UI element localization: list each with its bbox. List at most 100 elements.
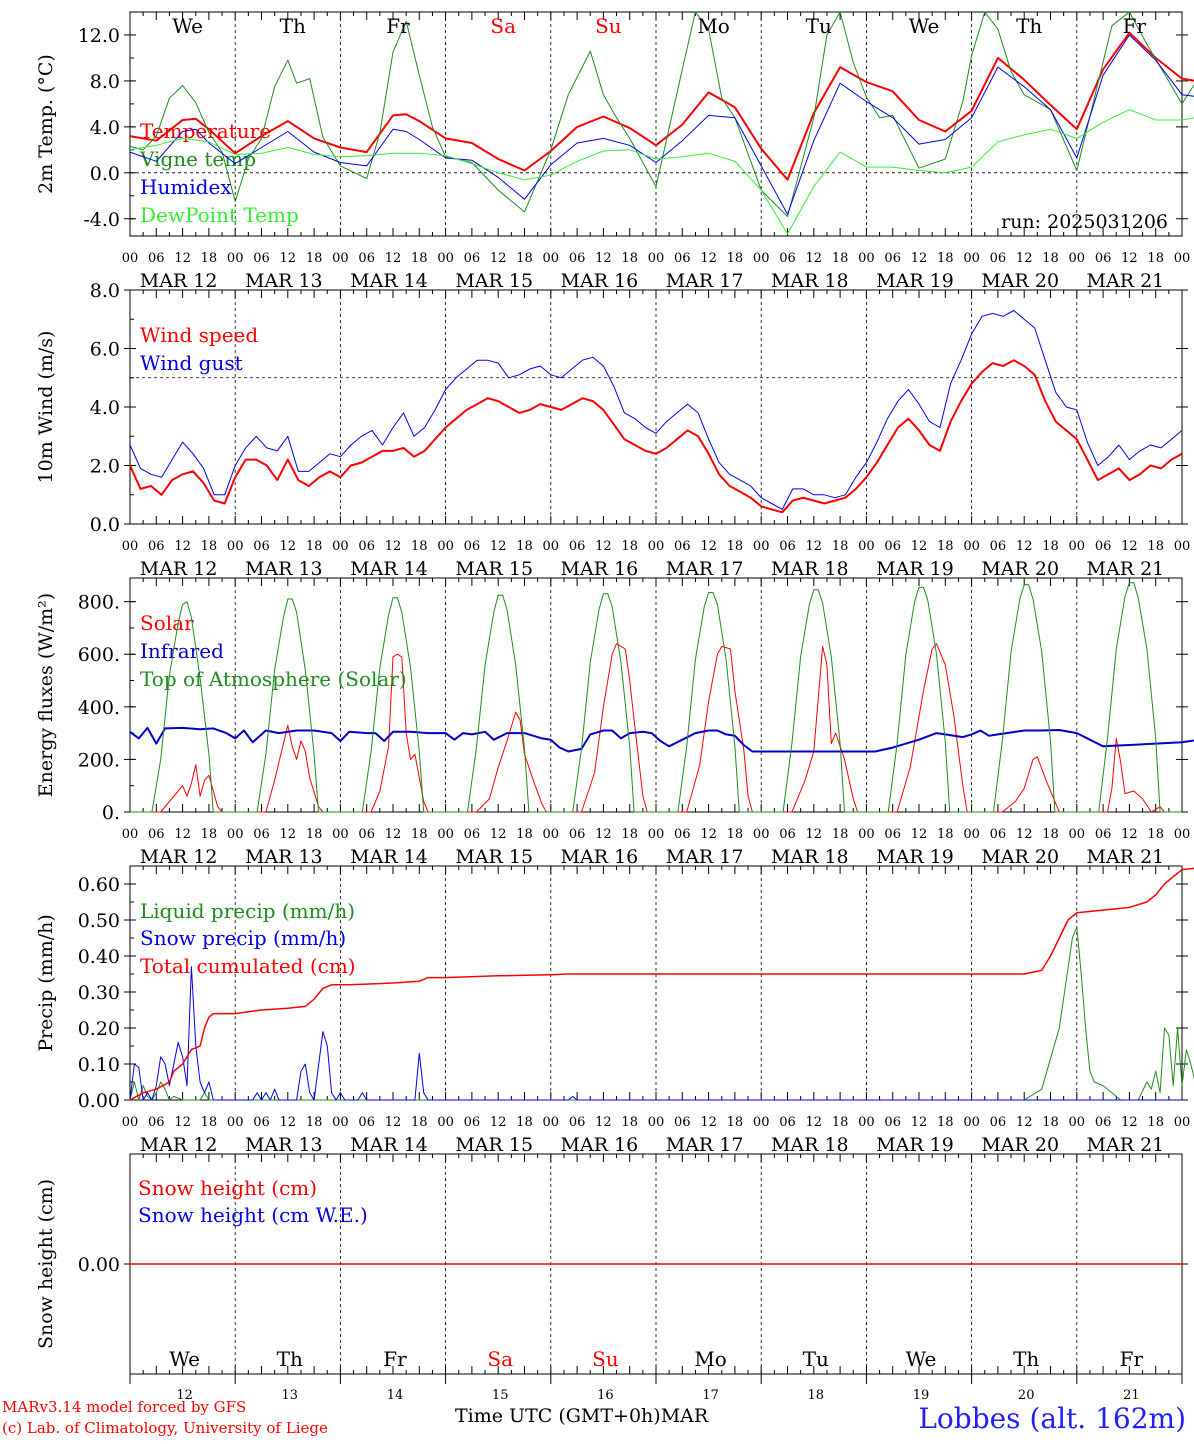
weekday-label: Sa <box>490 14 516 38</box>
hour-tick-label: 18 <box>621 827 638 842</box>
hour-tick-label: 18 <box>201 539 218 554</box>
hour-tick-label: 12 <box>911 251 928 266</box>
hour-tick-label: 06 <box>569 1115 586 1130</box>
hour-tick-label: 12 <box>174 1115 191 1130</box>
series-line-1-2 <box>129 11 1194 217</box>
weekday-label: Fr <box>386 14 410 38</box>
date-label: MAR 21 <box>1087 558 1165 580</box>
hour-tick-label: 12 <box>174 251 191 266</box>
hour-tick-label: 18 <box>937 251 954 266</box>
date-label: MAR 21 <box>1087 1134 1165 1156</box>
y-tick-label: 0.50 <box>78 910 120 932</box>
legend-entry: Solar <box>140 611 194 635</box>
y-tick-label: -4.0 <box>83 209 120 231</box>
hour-tick-label: 00 <box>122 539 139 554</box>
y-axis-label: 2m Temp. (°C) <box>35 54 57 194</box>
hour-tick-label: 06 <box>148 539 165 554</box>
hour-tick-label: 18 <box>937 539 954 554</box>
hour-tick-label: 12 <box>700 539 717 554</box>
date-label: MAR 19 <box>876 558 954 580</box>
date-label: MAR 15 <box>455 558 533 580</box>
hour-tick-label: 18 <box>306 539 323 554</box>
hour-tick-label: 18 <box>411 539 428 554</box>
hour-tick-label: 18 <box>411 251 428 266</box>
series-line-1-1 <box>129 31 1194 181</box>
hour-tick-label: 12 <box>1121 251 1138 266</box>
hour-tick-label: 18 <box>832 827 849 842</box>
weekday-label: Th <box>1016 14 1042 38</box>
hour-tick-label: 18 <box>727 251 744 266</box>
y-tick-label: 8.0 <box>90 71 120 93</box>
weekday-label: Su <box>592 1347 619 1371</box>
weekday-label: Sa <box>487 1347 513 1371</box>
hour-tick-label: 00 <box>227 827 244 842</box>
hour-tick-label: 00 <box>122 251 139 266</box>
hour-tick-label: 12 <box>280 827 297 842</box>
hour-tick-label: 12 <box>1121 827 1138 842</box>
hour-tick-label: 12 <box>1121 539 1138 554</box>
y-tick-label: 400. <box>78 697 120 719</box>
date-label: MAR 17 <box>666 1134 744 1156</box>
weekday-label: Fr <box>1123 14 1147 38</box>
y-tick-label: 8.0 <box>90 280 120 302</box>
y-axis-label: Snow height (cm) <box>35 1179 57 1349</box>
y-tick-label: 0.00 <box>78 1254 120 1276</box>
hour-tick-label: 12 <box>700 251 717 266</box>
y-tick-label: 200. <box>78 749 120 771</box>
date-label: MAR 13 <box>245 1134 323 1156</box>
hour-tick-label: 06 <box>569 251 586 266</box>
hour-tick-label: 00 <box>963 827 980 842</box>
hour-tick-label: 06 <box>569 827 586 842</box>
hour-tick-label: 00 <box>1174 539 1191 554</box>
y-tick-label: 0.20 <box>78 1018 120 1040</box>
series-line-3-2 <box>129 726 1194 753</box>
hour-tick-label: 12 <box>911 539 928 554</box>
y-tick-label: 2.0 <box>90 456 120 478</box>
hour-tick-label: 06 <box>358 1115 375 1130</box>
hour-tick-label: 06 <box>358 827 375 842</box>
y-tick-label: 0. <box>102 802 120 824</box>
station-name: Lobbes (alt. 162m) <box>918 1402 1186 1435</box>
legend-entry: Top of Atmosphere (Solar) <box>140 667 407 691</box>
y-tick-label: 600. <box>78 644 120 666</box>
hour-tick-label: 00 <box>753 827 770 842</box>
hour-tick-label: 06 <box>884 539 901 554</box>
hour-tick-label: 00 <box>122 827 139 842</box>
run-label: run: 2025031206 <box>1001 211 1168 233</box>
hour-tick-label: 00 <box>437 539 454 554</box>
weekday-label: We <box>909 14 940 38</box>
date-label: MAR 14 <box>350 270 428 292</box>
date-label: MAR 14 <box>350 1134 428 1156</box>
series-line-2-2 <box>129 310 1183 510</box>
date-label: MAR 21 <box>1087 846 1165 868</box>
y-axis-label: 10m Wind (m/s) <box>35 331 57 484</box>
panel-5: 0.00 Snow height (cm) Snow height (cm) Snow… <box>35 1153 1188 1403</box>
weekday-label: Th <box>277 1347 303 1371</box>
weekday-label: Tu <box>803 1347 829 1371</box>
y-tick-label: 0.00 <box>78 1090 120 1112</box>
hour-tick-label: 06 <box>464 539 481 554</box>
hour-tick-label: 12 <box>385 251 402 266</box>
time-axis-title: Time UTC (GMT+0h) <box>455 1405 661 1427</box>
day-number: 16 <box>597 1388 614 1403</box>
hour-tick-label: 00 <box>648 827 665 842</box>
hour-tick-label: 18 <box>937 827 954 842</box>
hour-tick-label: 18 <box>411 827 428 842</box>
hour-tick-label: 06 <box>148 1115 165 1130</box>
hour-tick-label: 18 <box>516 539 533 554</box>
hour-tick-label: 00 <box>543 1115 560 1130</box>
hour-tick-label: 00 <box>332 539 349 554</box>
hour-tick-label: 18 <box>201 251 218 266</box>
hour-tick-label: 18 <box>201 1115 218 1130</box>
hour-tick-label: 00 <box>753 539 770 554</box>
hour-tick-label: 06 <box>253 251 270 266</box>
hour-tick-label: 06 <box>990 827 1007 842</box>
date-label: MAR 15 <box>455 270 533 292</box>
hour-tick-label: 00 <box>1069 251 1086 266</box>
y-tick-label: 6.0 <box>90 339 120 361</box>
hour-tick-label: 18 <box>516 827 533 842</box>
series-line-3-3 <box>130 582 1182 813</box>
date-label: MAR 17 <box>666 558 744 580</box>
hour-tick-label: 06 <box>674 251 691 266</box>
